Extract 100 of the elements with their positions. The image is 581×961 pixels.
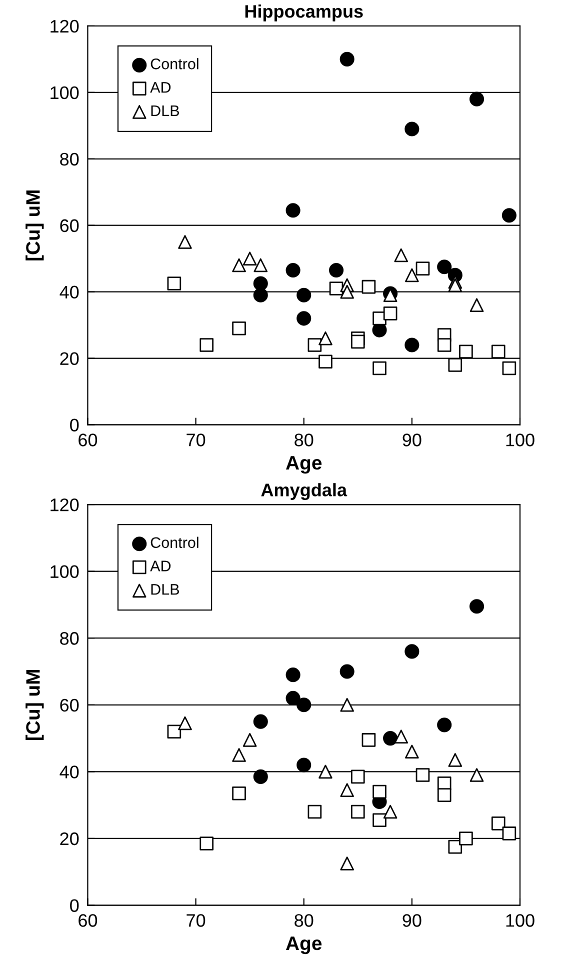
point	[232, 786, 246, 800]
point	[178, 716, 192, 730]
y-axis-title: [Cu] uM	[26, 190, 44, 260]
y-tick-label: 80	[60, 152, 79, 166]
point	[340, 856, 354, 870]
point	[296, 698, 312, 712]
point	[437, 338, 452, 352]
point	[448, 753, 462, 767]
point	[437, 788, 452, 802]
point	[470, 298, 484, 312]
point	[448, 840, 462, 854]
x-tick-label: 70	[186, 914, 206, 927]
legend-label: Control	[150, 58, 198, 70]
x-tick-label: 100	[506, 434, 534, 446]
x-tick-label: 100	[506, 914, 534, 927]
point	[232, 748, 246, 762]
point	[329, 282, 344, 296]
point	[405, 268, 419, 282]
y-axis-title: [Cu] uM	[26, 670, 44, 740]
point	[340, 783, 354, 797]
legend-label: DLB	[151, 105, 179, 116]
point	[448, 278, 462, 292]
point	[253, 288, 268, 302]
y-tick-label: 60	[60, 698, 79, 712]
point	[200, 338, 214, 352]
point	[350, 770, 365, 784]
point	[308, 338, 322, 352]
x-axis-title: Age	[286, 936, 322, 954]
legend-label: Control	[150, 536, 198, 548]
point	[469, 92, 484, 106]
point	[318, 354, 332, 369]
legend-label: AD	[150, 82, 171, 93]
point	[254, 258, 268, 272]
point	[394, 248, 408, 262]
point	[459, 832, 473, 846]
point	[286, 262, 300, 278]
point	[405, 744, 419, 759]
y-tick-label: 40	[60, 286, 79, 299]
point	[286, 668, 300, 682]
point	[448, 358, 462, 372]
point	[383, 731, 398, 746]
point	[437, 260, 452, 274]
point	[470, 768, 484, 782]
point	[167, 276, 182, 290]
chart-title: Hippocampus	[245, 4, 363, 22]
point	[200, 836, 214, 850]
point	[318, 331, 332, 346]
x-tick-label: 90	[402, 434, 422, 446]
point	[242, 733, 257, 747]
point	[286, 203, 300, 218]
point	[372, 784, 386, 799]
point	[242, 252, 257, 266]
point	[167, 724, 182, 739]
point	[232, 321, 246, 336]
point	[383, 306, 398, 320]
point	[178, 235, 192, 249]
point	[372, 813, 386, 828]
y-tick-label: 60	[60, 219, 79, 232]
point	[469, 599, 484, 614]
point	[372, 361, 386, 376]
point	[491, 816, 506, 830]
point	[296, 288, 312, 302]
point	[253, 769, 268, 784]
point	[340, 664, 354, 679]
point	[253, 276, 268, 291]
point	[296, 311, 312, 326]
point	[340, 284, 354, 299]
point	[491, 344, 506, 359]
legend-label: DLB	[151, 584, 179, 595]
y-tick-label: 0	[70, 418, 79, 432]
point	[232, 258, 246, 272]
point	[350, 334, 365, 349]
y-tick-label: 20	[60, 832, 79, 846]
point	[502, 361, 516, 376]
x-tick-label: 80	[294, 914, 314, 927]
point	[362, 280, 376, 294]
x-tick-label: 70	[186, 434, 206, 446]
point	[404, 644, 420, 659]
point	[416, 262, 430, 276]
point	[350, 804, 365, 819]
y-tick-label: 120	[50, 498, 79, 512]
point	[502, 826, 516, 840]
x-tick-label: 80	[294, 434, 314, 446]
x-axis-title: Age	[286, 456, 322, 474]
point	[383, 804, 398, 819]
point	[416, 768, 430, 782]
point	[362, 733, 376, 747]
y-tick-label: 40	[60, 766, 79, 778]
point	[394, 730, 408, 744]
point	[253, 714, 268, 729]
point	[318, 764, 332, 779]
legend-label: AD	[150, 560, 171, 572]
x-tick-label: 90	[402, 914, 422, 927]
point	[404, 122, 420, 136]
y-tick-label: 20	[60, 352, 79, 366]
point	[340, 52, 354, 66]
y-tick-label: 80	[60, 632, 79, 645]
point	[404, 338, 420, 352]
point	[340, 698, 354, 712]
point	[286, 690, 300, 706]
